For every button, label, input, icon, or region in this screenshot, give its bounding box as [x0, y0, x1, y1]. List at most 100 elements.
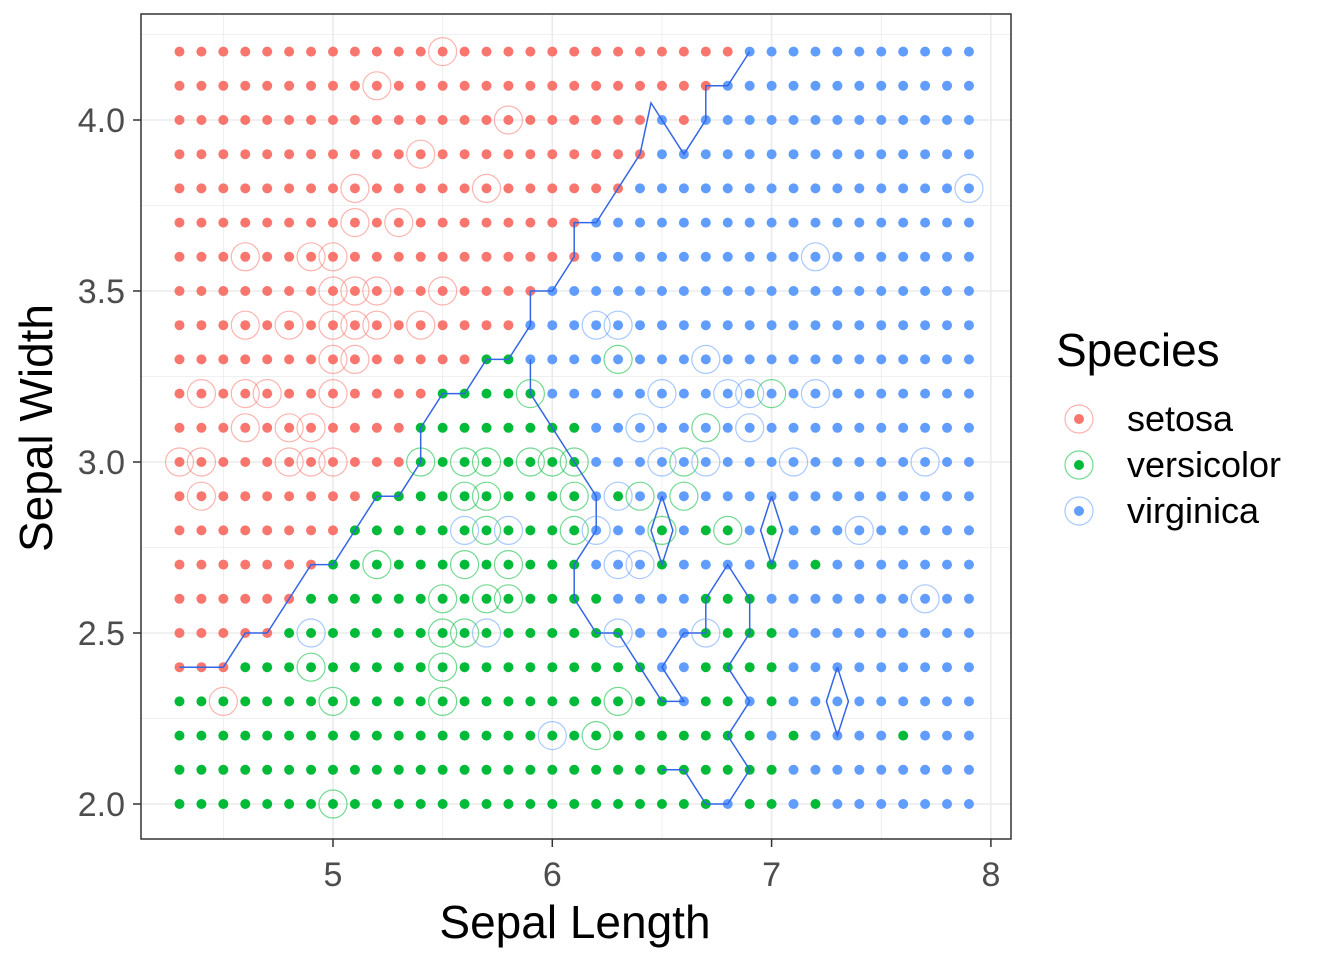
- grid-point: [481, 662, 492, 673]
- grid-point: [196, 559, 207, 570]
- grid-point: [591, 183, 602, 194]
- observation-ring: [910, 447, 940, 477]
- grid-point: [393, 46, 404, 57]
- grid-point: [656, 388, 667, 399]
- grid-point: [744, 457, 755, 467]
- grid-point: [349, 286, 360, 296]
- observation-ring: [581, 515, 611, 546]
- grid-point: [547, 696, 558, 707]
- grid-point: [437, 183, 448, 194]
- grid-point: [744, 251, 755, 262]
- grid-point: [371, 628, 382, 638]
- grid-point: [393, 628, 404, 638]
- grid-point: [415, 491, 426, 502]
- grid-point: [963, 217, 974, 228]
- grid-point: [722, 320, 733, 331]
- grid-point: [854, 46, 865, 57]
- observation-ring: [449, 618, 480, 648]
- legend-key-dot: [1074, 414, 1084, 424]
- grid-point: [591, 422, 602, 433]
- grid-point: [240, 115, 251, 125]
- grid-point: [920, 559, 931, 570]
- grid-point: [920, 46, 931, 57]
- grid-point: [437, 286, 448, 296]
- grid-point: [371, 320, 382, 331]
- grid-point: [240, 183, 251, 194]
- observation-ring: [603, 618, 633, 648]
- grid-point: [415, 696, 426, 707]
- grid-point: [898, 46, 909, 57]
- grid-point: [635, 183, 646, 194]
- legend-key-ring: [1064, 404, 1094, 434]
- grid-point: [174, 217, 185, 228]
- grid-point: [459, 457, 470, 467]
- observation-ring: [362, 276, 392, 306]
- grid-point: [920, 183, 931, 194]
- observation-ring: [274, 413, 304, 443]
- grid-point: [854, 422, 865, 433]
- grid-point: [810, 491, 821, 502]
- grid-point: [898, 251, 909, 262]
- grid-point: [635, 730, 646, 741]
- grid-point: [920, 457, 931, 467]
- grid-point: [876, 251, 887, 262]
- grid-point: [963, 149, 974, 160]
- grid-point: [328, 46, 338, 57]
- grid-point: [503, 183, 514, 194]
- grid-point: [898, 286, 909, 296]
- grid-point: [284, 764, 295, 775]
- y-tick-label: 2.0: [78, 786, 125, 824]
- observation-ring: [647, 447, 677, 477]
- grid-point: [415, 149, 426, 160]
- grid-point: [591, 764, 602, 775]
- grid-point: [963, 286, 974, 296]
- grid-point: [898, 628, 909, 638]
- y-tick-label: 2.5: [78, 615, 125, 653]
- grid-point: [700, 764, 711, 775]
- grid-point: [854, 593, 865, 604]
- grid-point: [656, 628, 667, 638]
- grid-point: [898, 422, 909, 433]
- grid-point: [963, 422, 974, 433]
- grid-point: [898, 730, 909, 741]
- grid-point: [678, 662, 689, 673]
- grid-point: [744, 422, 755, 433]
- grid-point: [591, 593, 602, 604]
- observation-ring: [603, 549, 633, 580]
- grid-point: [569, 799, 580, 809]
- grid-point: [722, 422, 733, 433]
- grid-point: [525, 525, 536, 536]
- grid-point: [854, 525, 865, 536]
- grid-point: [525, 559, 536, 570]
- grid-point: [174, 388, 185, 399]
- grid-point: [810, 80, 821, 91]
- grid-point: [876, 354, 887, 365]
- grid-point: [854, 696, 865, 707]
- grid-point: [218, 149, 229, 160]
- grid-point: [920, 80, 931, 91]
- grid-point: [678, 80, 689, 91]
- grid-point: [481, 183, 492, 194]
- grid-point: [963, 46, 974, 57]
- observation-ring: [230, 242, 260, 272]
- grid-point: [832, 422, 843, 433]
- observation-ring: [428, 584, 458, 614]
- grid-point: [415, 593, 426, 604]
- grid-point: [744, 115, 755, 125]
- grid-point: [306, 593, 317, 604]
- grid-point: [284, 80, 295, 91]
- grid-point: [700, 696, 711, 707]
- grid-point: [349, 354, 360, 365]
- grid-point: [349, 662, 360, 673]
- grid-point: [963, 388, 974, 399]
- grid-point: [371, 662, 382, 673]
- grid-point: [349, 80, 360, 91]
- observation-ring: [493, 549, 524, 580]
- grid-point: [174, 491, 185, 502]
- grid-point: [722, 115, 733, 125]
- grid-point: [920, 354, 931, 365]
- y-tick-label: 4.0: [78, 102, 125, 140]
- legend-key-ring: [1064, 450, 1094, 480]
- observation-ring: [515, 379, 545, 409]
- grid-point: [174, 320, 185, 331]
